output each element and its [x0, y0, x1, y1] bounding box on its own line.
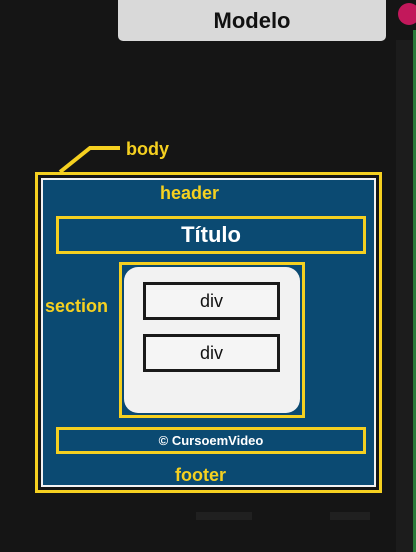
- window-title: Modelo: [118, 0, 386, 41]
- body-frame: [35, 172, 382, 493]
- header-label: header: [160, 183, 220, 203]
- header-block: Título: [56, 216, 366, 254]
- div-block-2: div: [143, 334, 280, 372]
- side-panel: [396, 40, 413, 552]
- footer-label: footer: [175, 465, 226, 485]
- footer-text: © CursoemVideo: [158, 433, 264, 448]
- video-bar-segment: [330, 512, 370, 520]
- footer-block: © CursoemVideo: [56, 427, 366, 454]
- record-indicator-icon: [398, 3, 416, 25]
- div-label: div: [199, 342, 223, 363]
- header-title: Título: [181, 222, 241, 247]
- div-label: div: [199, 290, 223, 311]
- body-label: body: [126, 139, 169, 159]
- video-bar-segment: [196, 512, 252, 520]
- section-label: section: [45, 296, 109, 316]
- section-block: [119, 262, 305, 418]
- div-block-1: div: [143, 282, 280, 320]
- side-stripe: [413, 30, 416, 552]
- body-leader: [58, 146, 120, 174]
